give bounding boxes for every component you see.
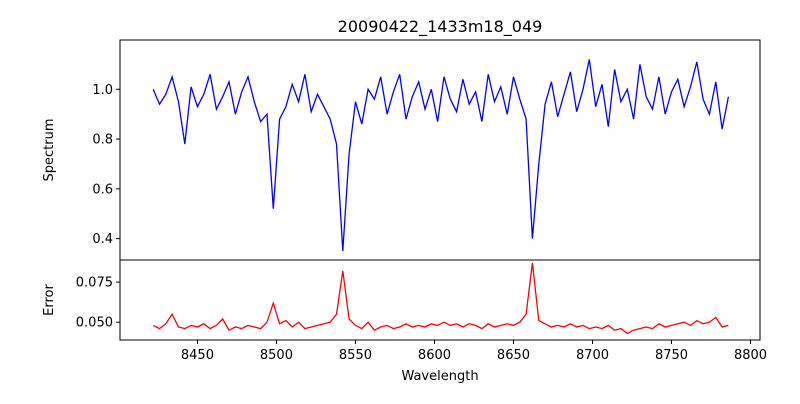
x-tick-label: 8700: [576, 348, 609, 363]
chart-title: 20090422_1433m18_049: [338, 17, 543, 37]
y-tick-label: 0.6: [92, 182, 113, 197]
x-tick-label: 8450: [181, 348, 214, 363]
y-tick-label: 0.075: [76, 276, 113, 291]
y-tick-label: 0.8: [92, 133, 113, 148]
y-tick-label: 0.050: [76, 316, 113, 331]
x-tick-label: 8550: [339, 348, 372, 363]
x-axis-label: Wavelength: [401, 369, 478, 384]
error-y-axis-label: Error: [42, 284, 57, 316]
x-tick-label: 8800: [734, 348, 767, 363]
axes-frame: [119, 259, 761, 341]
x-tick-label: 8600: [418, 348, 451, 363]
series-line: [152, 262, 729, 335]
x-tick-label: 8500: [260, 348, 293, 363]
series-line: [152, 59, 730, 252]
x-tick-label: 8650: [497, 348, 530, 363]
y-tick-label: 1.0: [92, 83, 113, 98]
x-tick-label: 8750: [655, 348, 688, 363]
spectrum-y-axis-label: Spectrum: [42, 119, 57, 182]
y-tick-label: 0.4: [92, 232, 113, 247]
error-axes: 0.050 0.075 8450 8500 8550 8600 8650 8700 8750 88…: [76, 259, 767, 363]
